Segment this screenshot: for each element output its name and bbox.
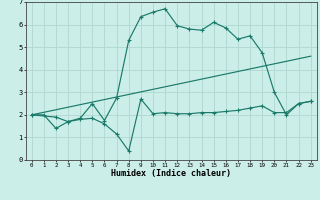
X-axis label: Humidex (Indice chaleur): Humidex (Indice chaleur) [111, 169, 231, 178]
